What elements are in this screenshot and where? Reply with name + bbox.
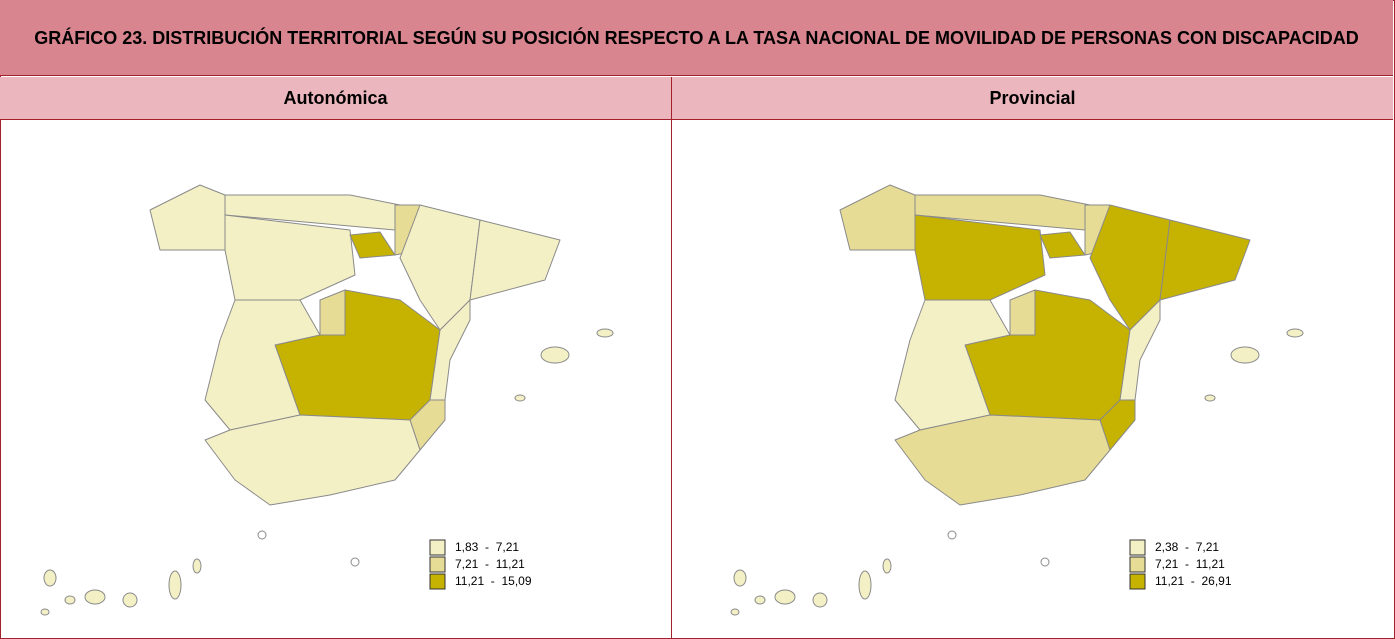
island [1286,328,1304,338]
region [1099,399,1136,451]
island [812,592,828,608]
island [733,569,747,587]
island [1230,346,1260,364]
figure-title: GRÁFICO 23. DISTRIBUCIÓN TERRITORIAL SEG… [0,0,1393,76]
region [1159,219,1251,301]
island [754,595,766,605]
region [204,414,421,506]
island [1040,557,1050,567]
island [730,608,740,616]
panel-heading: Autonómica [0,77,672,120]
legend-label: 11,21 - 26,91 [1155,574,1232,588]
island [540,346,570,364]
island [858,570,872,600]
region [319,289,346,336]
legend-label: 1,83 - 7,21 [455,540,519,554]
island [122,592,138,608]
panel-divider [671,120,672,638]
island [40,608,50,616]
island [64,595,76,605]
legend-swatch [429,539,446,556]
region [914,214,1046,301]
region [1039,231,1086,259]
map [730,184,1304,616]
legend-label: 11,21 - 15,09 [455,574,532,588]
island [168,570,182,600]
island [514,394,526,402]
region [409,399,446,451]
region [839,184,916,251]
island [947,530,957,540]
island [596,328,614,338]
legend-label: 2,38 - 7,21 [1155,540,1219,554]
region [469,219,561,301]
island [192,558,202,574]
legend-swatch [429,556,446,573]
legend-label: 7,21 - 11,21 [455,557,525,571]
legend-swatch [1129,573,1146,590]
region [1009,289,1036,336]
legend-swatch [429,573,446,590]
panel-heading: Provincial [672,77,1393,120]
island [257,530,267,540]
island [882,558,892,574]
region [894,414,1111,506]
island [84,589,106,605]
island [774,589,796,605]
legend-label: 7,21 - 11,21 [1155,557,1225,571]
island [43,569,57,587]
legend-swatch [1129,556,1146,573]
region [224,214,356,301]
region [349,231,396,259]
region [149,184,226,251]
island [350,557,360,567]
legend-swatch [1129,539,1146,556]
island [1204,394,1216,402]
map [40,184,614,616]
